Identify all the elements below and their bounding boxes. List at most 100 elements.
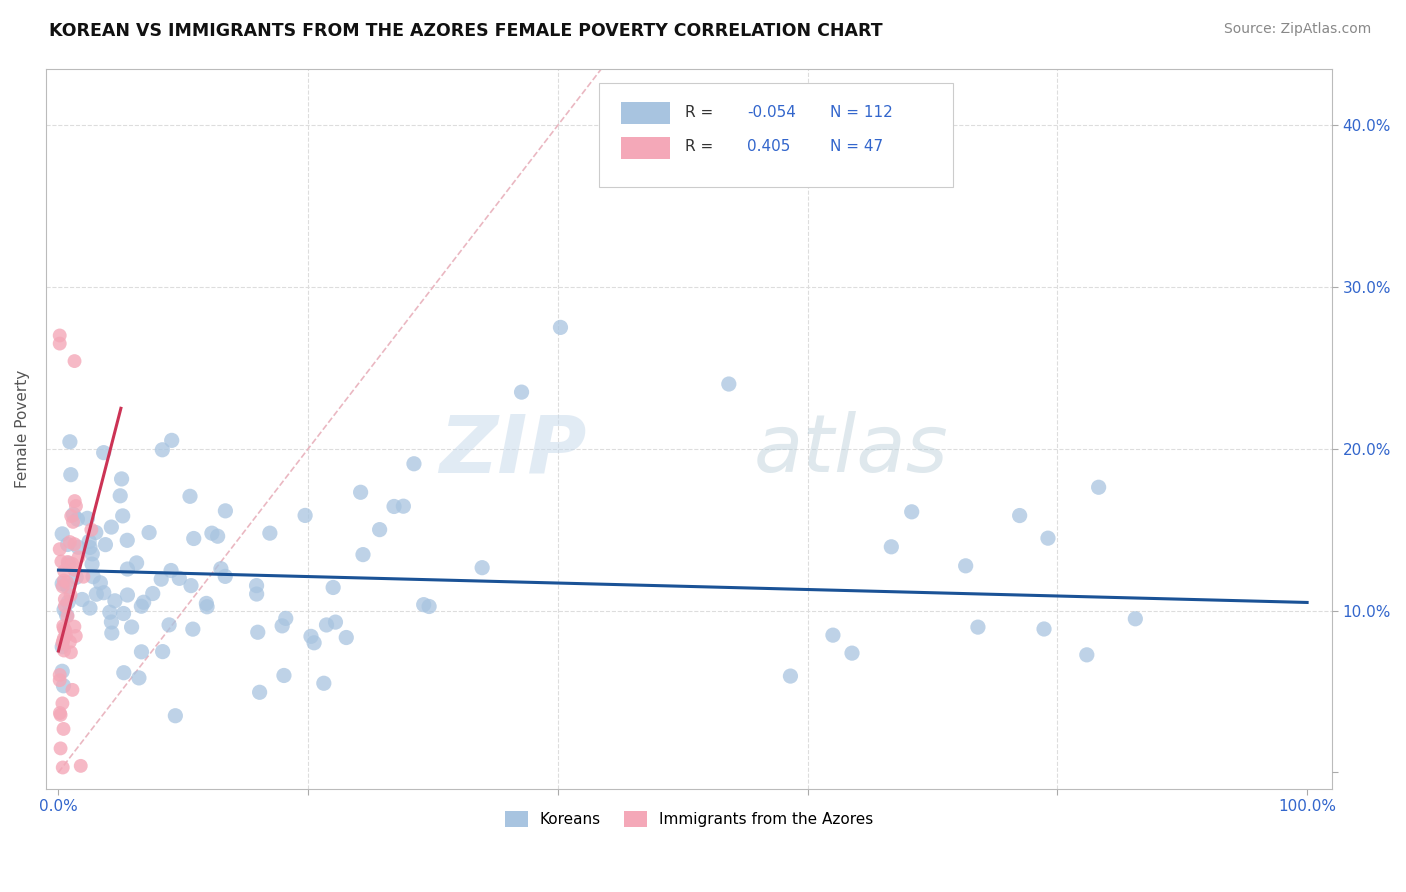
- Point: [112, 665, 135, 680]
- Point: [207, 529, 229, 543]
- Point: [157, 618, 180, 632]
- Point: [66, 512, 89, 526]
- Point: [82, 569, 104, 583]
- Point: [117, 588, 139, 602]
- Point: [76, 511, 98, 525]
- Point: [56, 580, 79, 594]
- Point: [195, 596, 218, 610]
- Point: [132, 595, 155, 609]
- Point: [821, 628, 844, 642]
- Point: [121, 620, 143, 634]
- Point: [65, 499, 87, 513]
- Point: [274, 611, 297, 625]
- Point: [550, 320, 572, 334]
- Point: [471, 560, 494, 574]
- Point: [72, 570, 94, 584]
- Point: [152, 645, 174, 659]
- Point: [51, 697, 73, 711]
- Point: [52, 574, 75, 588]
- Point: [392, 499, 415, 513]
- Point: [169, 571, 191, 585]
- Point: [49, 741, 72, 756]
- Point: [53, 599, 76, 613]
- Point: [717, 377, 740, 392]
- Point: [82, 547, 104, 561]
- Point: [150, 442, 173, 457]
- Text: KOREAN VS IMMIGRANTS FROM THE AZORES FEMALE POVERTY CORRELATION CHART: KOREAN VS IMMIGRANTS FROM THE AZORES FEM…: [49, 22, 883, 40]
- Point: [62, 508, 84, 522]
- Point: [63, 563, 86, 577]
- Point: [48, 328, 70, 343]
- Point: [125, 556, 148, 570]
- Point: [117, 562, 139, 576]
- Point: [249, 685, 271, 699]
- FancyBboxPatch shape: [621, 103, 669, 124]
- Point: [315, 618, 337, 632]
- Point: [209, 562, 232, 576]
- Point: [93, 445, 115, 459]
- Text: atlas: atlas: [754, 411, 948, 489]
- Point: [60, 509, 83, 524]
- Point: [67, 550, 90, 565]
- Text: N = 47: N = 47: [831, 139, 883, 153]
- Point: [335, 631, 357, 645]
- Point: [1123, 612, 1146, 626]
- Point: [779, 669, 801, 683]
- Point: [52, 722, 75, 736]
- Point: [195, 599, 218, 614]
- Point: [142, 586, 165, 600]
- Point: [59, 467, 82, 482]
- Point: [52, 621, 75, 635]
- Point: [111, 508, 134, 523]
- Point: [131, 599, 153, 614]
- Point: [51, 554, 73, 568]
- Text: R =: R =: [685, 139, 723, 153]
- Point: [138, 525, 160, 540]
- Point: [160, 564, 183, 578]
- Point: [93, 585, 115, 599]
- Point: [325, 615, 347, 629]
- Point: [52, 631, 75, 645]
- Point: [51, 527, 73, 541]
- Point: [418, 599, 440, 614]
- FancyBboxPatch shape: [621, 136, 669, 159]
- Text: 0.405: 0.405: [747, 139, 790, 153]
- Point: [181, 622, 204, 636]
- Point: [131, 645, 153, 659]
- Point: [63, 354, 86, 368]
- Point: [56, 555, 79, 569]
- Point: [63, 619, 86, 633]
- Point: [86, 587, 108, 601]
- Point: [165, 708, 187, 723]
- Point: [245, 579, 267, 593]
- Point: [1033, 622, 1056, 636]
- Point: [101, 626, 124, 640]
- Point: [94, 538, 117, 552]
- Point: [70, 592, 93, 607]
- Point: [67, 540, 90, 554]
- Point: [89, 575, 111, 590]
- Point: [100, 615, 122, 629]
- Point: [1087, 480, 1109, 494]
- Point: [79, 541, 101, 555]
- Point: [60, 557, 83, 571]
- Point: [51, 636, 73, 650]
- Point: [179, 489, 201, 503]
- Point: [56, 537, 79, 551]
- Point: [180, 579, 202, 593]
- Point: [77, 534, 100, 549]
- Point: [51, 576, 73, 591]
- Point: [48, 668, 70, 682]
- Y-axis label: Female Poverty: Female Poverty: [15, 369, 30, 488]
- Point: [382, 500, 405, 514]
- Point: [59, 645, 82, 659]
- Point: [52, 580, 75, 594]
- Point: [69, 759, 91, 773]
- Point: [49, 707, 72, 722]
- FancyBboxPatch shape: [599, 83, 953, 187]
- Point: [412, 598, 434, 612]
- Point: [214, 504, 236, 518]
- Point: [62, 682, 84, 697]
- Point: [53, 592, 76, 607]
- Point: [104, 594, 127, 608]
